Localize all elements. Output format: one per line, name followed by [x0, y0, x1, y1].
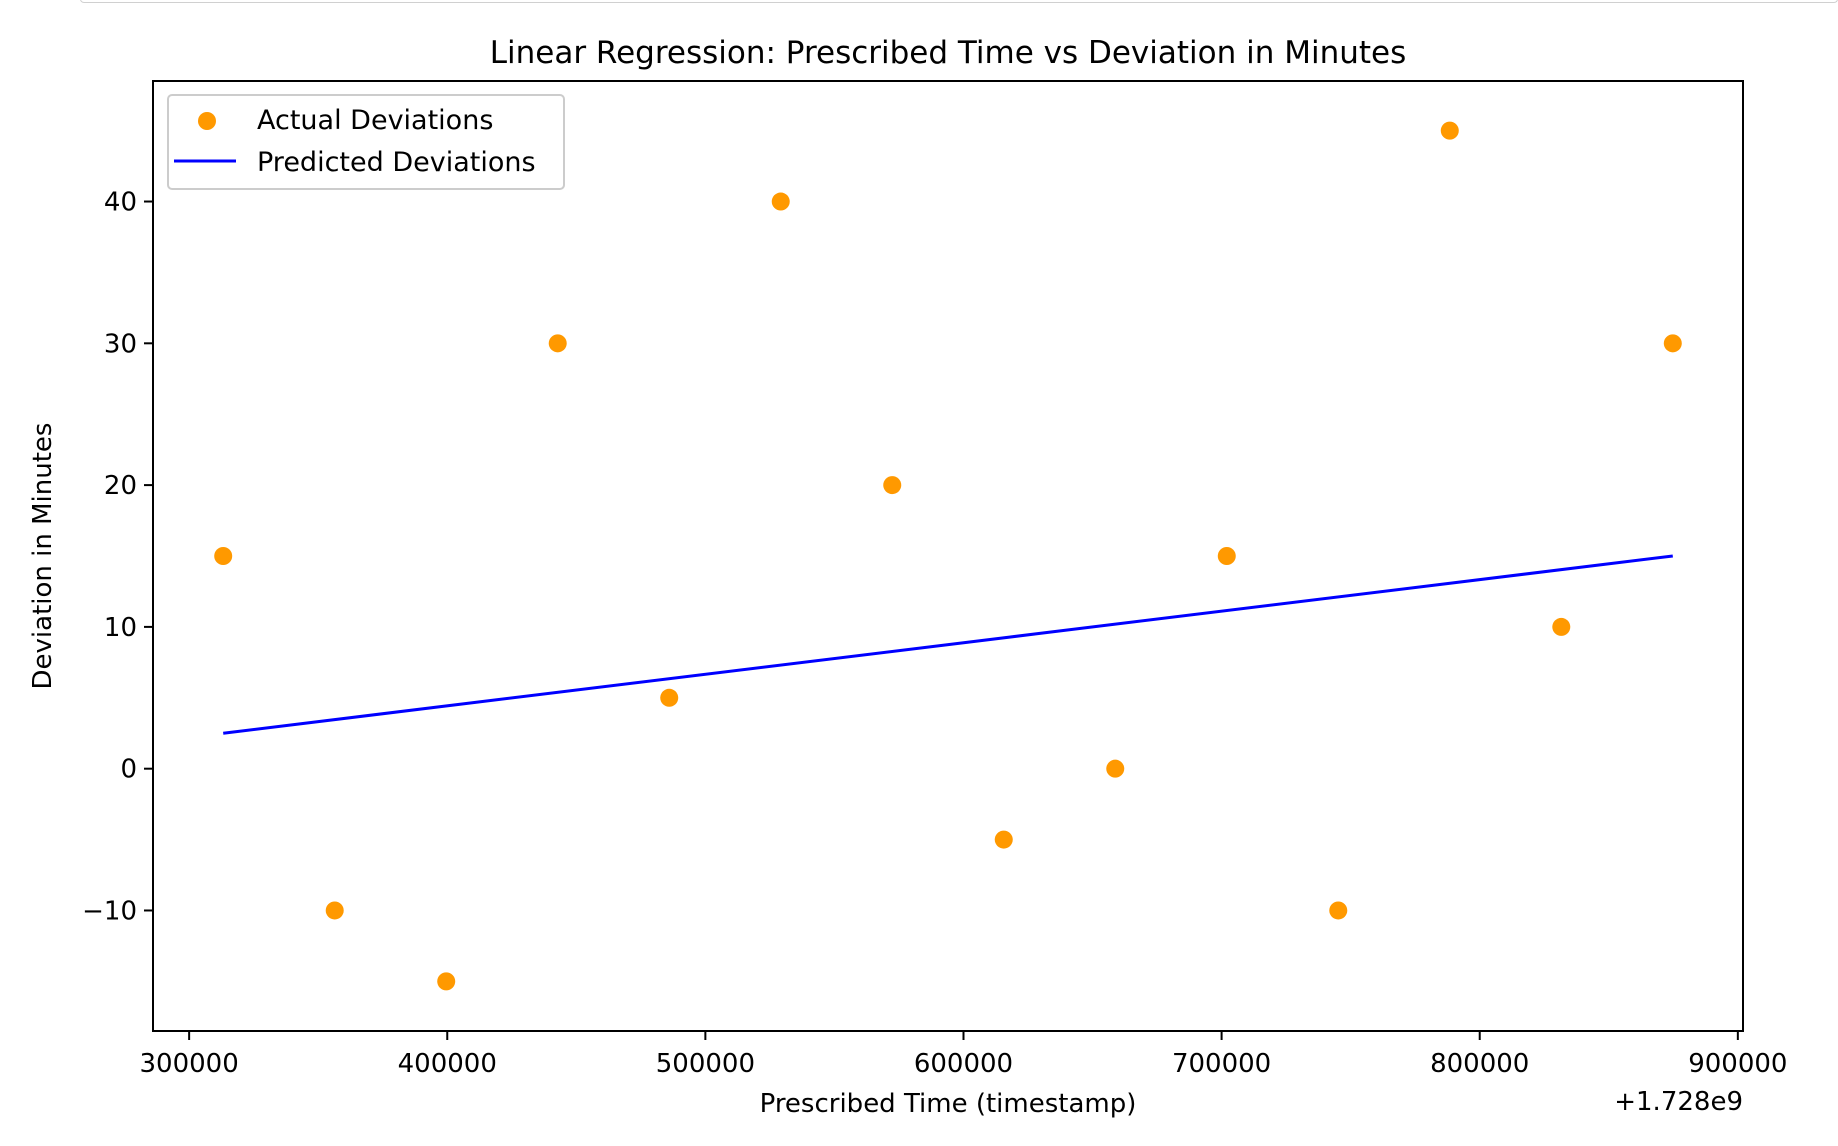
data-point-actual [437, 972, 456, 991]
plot-frame [152, 80, 1744, 1032]
data-point-actual [1552, 617, 1571, 636]
legend-label-predicted: Predicted Deviations [257, 147, 536, 178]
data-point-actual [548, 334, 567, 353]
regression-line [223, 554, 1673, 735]
x-tick-label: 700000 [1172, 1049, 1271, 1079]
data-point-actual [1217, 547, 1236, 565]
data-point-actual [214, 547, 233, 565]
y-tick-label: 40 [104, 188, 137, 218]
legend-box [167, 94, 565, 190]
x-axis-ticks: 300000 400000 500000 600000 700000 800000 9000… [140, 1031, 1787, 1079]
data-point-actual [1106, 759, 1125, 778]
x-tick-label: 800000 [1430, 1049, 1529, 1079]
y-tick-label: 30 [104, 329, 137, 359]
legend-marker-actual [198, 112, 216, 130]
data-point-actual [1329, 901, 1348, 920]
legend: Actual Deviations Predicted Deviations [167, 94, 565, 190]
chart-title: Linear Regression: Prescribed Time vs De… [490, 35, 1407, 71]
data-point-actual [1440, 121, 1459, 140]
x-tick-label: 900000 [1688, 1049, 1787, 1079]
data-point-actual [771, 192, 790, 211]
x-tick-label: 400000 [398, 1049, 497, 1079]
y-tick-label: 10 [104, 613, 137, 643]
data-point-actual [660, 688, 679, 707]
y-tick-label: 0 [120, 755, 137, 785]
data-point-actual [325, 901, 344, 920]
y-axis-ticks: −10 0 10 20 30 40 [82, 188, 153, 926]
x-tick-label: 500000 [656, 1049, 755, 1079]
plot-marks [214, 121, 1682, 991]
data-point-actual [1663, 334, 1682, 353]
legend-label-actual: Actual Deviations [257, 105, 493, 136]
x-axis-label: Prescribed Time (timestamp) [760, 1089, 1137, 1119]
data-point-actual [883, 476, 902, 495]
y-tick-label: −10 [82, 896, 137, 926]
data-point-actual [994, 830, 1013, 849]
x-tick-label: 300000 [140, 1049, 239, 1079]
y-axis-label: Deviation in Minutes [28, 423, 58, 690]
x-tick-label: 600000 [914, 1049, 1013, 1079]
x-axis-offset-label: +1.728e9 [1614, 1087, 1743, 1117]
y-tick-label: 20 [104, 471, 137, 501]
